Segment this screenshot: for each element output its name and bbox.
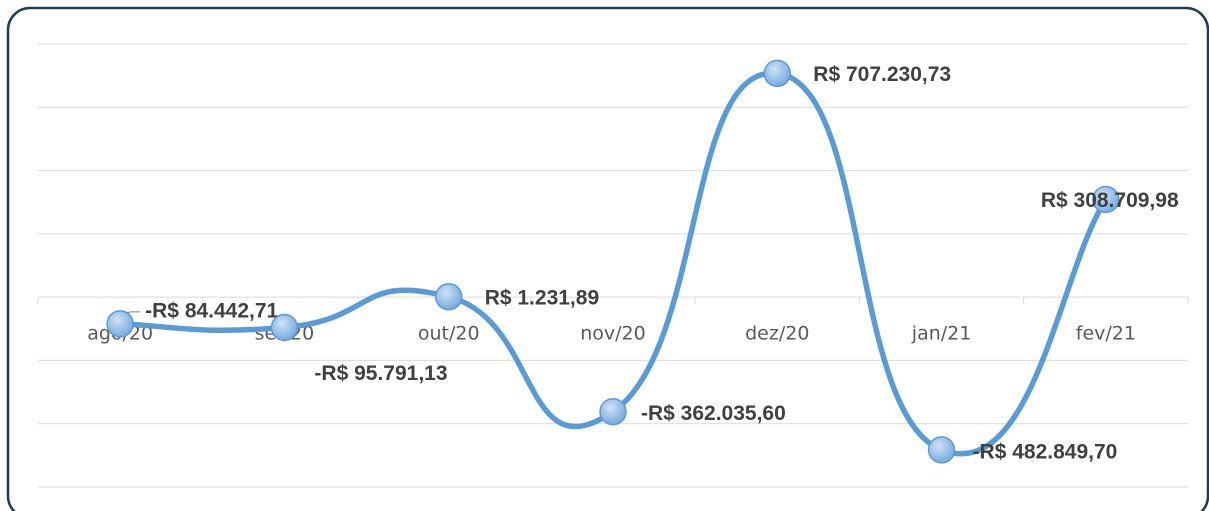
- data-label: R$ 308.709,98: [1041, 189, 1179, 212]
- chart-frame: [6, 6, 1209, 511]
- data-label: R$ 1.231,89: [485, 286, 599, 309]
- x-tick-label: nov/20: [580, 323, 646, 345]
- point: [434, 283, 463, 311]
- point: [106, 310, 134, 338]
- x-tick-label: dez/20: [745, 323, 809, 345]
- data-label: R$ 707.230,73: [813, 63, 951, 86]
- data-label: -R$ 84.442,71: [145, 299, 278, 322]
- point: [599, 397, 627, 426]
- x-tick-label: fev/21: [1076, 323, 1136, 345]
- data-label: -R$ 482.849,70: [973, 440, 1118, 463]
- x-tick-label: out/20: [418, 323, 480, 345]
- data-label: -R$ 362.035,60: [641, 402, 786, 425]
- point: [763, 59, 792, 88]
- point: [927, 436, 956, 464]
- x-tick-label: jan/21: [911, 323, 972, 345]
- point: [1092, 185, 1120, 214]
- point: [270, 313, 299, 342]
- data-label: -R$ 95.791,13: [314, 362, 447, 385]
- leader-line: [126, 311, 141, 314]
